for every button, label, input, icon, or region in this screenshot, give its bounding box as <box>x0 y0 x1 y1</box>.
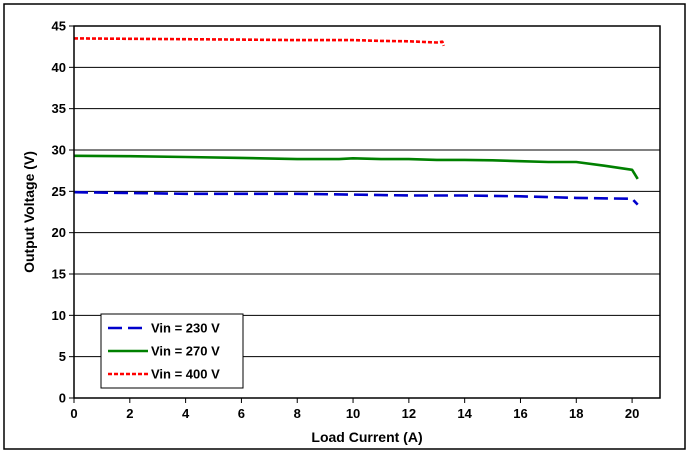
legend-label: Vin = 270 V <box>151 344 220 359</box>
y-tick-label: 0 <box>59 391 66 406</box>
y-tick-label: 45 <box>52 19 66 34</box>
y-tick-label: 15 <box>52 267 66 282</box>
y-tick-label: 10 <box>52 308 66 323</box>
legend-label: Vin = 400 V <box>151 367 220 382</box>
series-line <box>73 37 445 47</box>
y-tick-label: 20 <box>52 225 66 240</box>
y-axis-ticks: 0 5 10 15 20 25 30 35 40 45 <box>52 19 74 406</box>
plot-area-border <box>73 25 661 399</box>
x-tick-label: 2 <box>126 406 133 421</box>
x-tick-label: 20 <box>625 406 639 421</box>
x-tick-label: 14 <box>457 406 472 421</box>
series-lines <box>73 37 639 206</box>
y-axis-label: Output Voltage (V) <box>21 151 37 273</box>
y-tick-label: 30 <box>52 143 66 158</box>
x-axis-ticks: 0 2 4 6 8 10 12 14 16 18 20 <box>70 398 639 421</box>
x-tick-label: 10 <box>346 406 360 421</box>
x-tick-label: 16 <box>513 406 527 421</box>
x-tick-label: 4 <box>182 406 190 421</box>
x-tick-label: 0 <box>70 406 77 421</box>
x-tick-label: 6 <box>238 406 245 421</box>
y-tick-label: 40 <box>52 60 66 75</box>
x-tick-label: 18 <box>569 406 583 421</box>
series-line <box>73 154 639 180</box>
x-tick-label: 8 <box>294 406 301 421</box>
y-tick-label: 5 <box>59 349 66 364</box>
series-line <box>73 190 639 206</box>
legend: Vin = 230 V Vin = 270 V Vin = 400 V <box>100 313 244 389</box>
y-tick-label: 35 <box>52 101 66 116</box>
x-tick-label: 12 <box>402 406 416 421</box>
y-tick-label: 25 <box>52 184 66 199</box>
x-axis-label: Load Current (A) <box>311 429 422 445</box>
legend-label: Vin = 230 V <box>151 321 220 336</box>
